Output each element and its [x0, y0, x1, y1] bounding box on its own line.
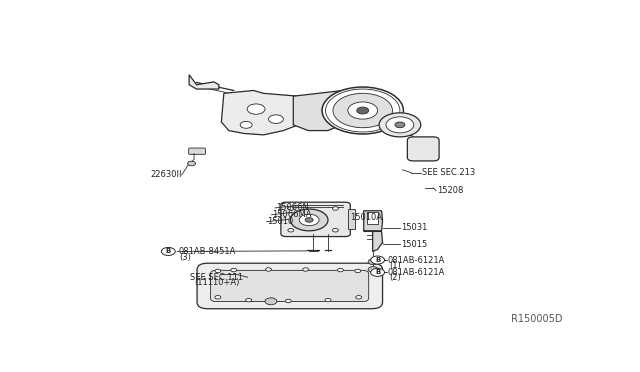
Circle shape [288, 228, 294, 232]
Text: 081AB-8451A: 081AB-8451A [178, 247, 236, 256]
Circle shape [368, 267, 378, 272]
Text: (1): (1) [389, 261, 401, 270]
Text: 22630II: 22630II [150, 170, 182, 179]
Text: R150005D: R150005D [511, 314, 562, 324]
Circle shape [161, 247, 175, 256]
Text: 15010: 15010 [268, 217, 294, 226]
Circle shape [371, 268, 385, 276]
Text: (11110+A): (11110+A) [194, 279, 239, 288]
Polygon shape [367, 212, 378, 224]
Text: 15066MA: 15066MA [273, 210, 312, 219]
Polygon shape [348, 209, 355, 230]
Circle shape [305, 218, 313, 222]
Circle shape [322, 87, 403, 134]
Circle shape [265, 298, 277, 305]
Circle shape [355, 269, 361, 273]
Circle shape [247, 104, 265, 114]
Polygon shape [221, 90, 298, 135]
FancyBboxPatch shape [281, 202, 350, 237]
Circle shape [356, 296, 362, 299]
Polygon shape [293, 90, 350, 131]
Circle shape [303, 268, 308, 271]
Text: B: B [375, 257, 380, 263]
Circle shape [215, 296, 221, 299]
Circle shape [246, 298, 252, 302]
Text: (2): (2) [389, 273, 401, 282]
Circle shape [269, 115, 284, 124]
FancyBboxPatch shape [211, 270, 369, 302]
Polygon shape [364, 231, 383, 251]
FancyBboxPatch shape [408, 137, 439, 161]
Circle shape [356, 107, 369, 114]
Circle shape [300, 214, 319, 226]
Text: 15066N: 15066N [276, 203, 308, 212]
Circle shape [332, 207, 339, 210]
Circle shape [325, 298, 331, 302]
Circle shape [231, 268, 237, 272]
Circle shape [240, 121, 252, 128]
Text: 081AB-6121A: 081AB-6121A [388, 256, 445, 264]
Circle shape [371, 256, 385, 264]
Circle shape [395, 122, 405, 128]
FancyBboxPatch shape [189, 148, 205, 154]
Text: 15015: 15015 [401, 240, 428, 249]
Text: 15031: 15031 [401, 224, 428, 232]
Circle shape [332, 228, 339, 232]
Circle shape [386, 117, 414, 133]
Circle shape [333, 93, 392, 128]
Circle shape [368, 259, 378, 264]
Circle shape [288, 207, 294, 210]
Text: 15010A: 15010A [350, 214, 382, 222]
Text: B: B [375, 269, 380, 275]
Circle shape [188, 161, 196, 166]
FancyBboxPatch shape [197, 263, 383, 309]
Circle shape [337, 268, 344, 272]
Circle shape [379, 113, 420, 137]
Text: SEE SEC.213: SEE SEC.213 [422, 168, 476, 177]
Text: 15208: 15208 [437, 186, 463, 195]
Text: (3): (3) [180, 253, 191, 262]
Circle shape [215, 269, 221, 273]
Text: SEE SEC.111: SEE SEC.111 [190, 273, 243, 282]
Text: 081AB-6121A: 081AB-6121A [388, 268, 445, 277]
Circle shape [291, 209, 328, 231]
Circle shape [348, 102, 378, 119]
Polygon shape [189, 75, 219, 89]
Circle shape [285, 299, 291, 303]
Polygon shape [364, 211, 383, 231]
Circle shape [266, 268, 271, 271]
Text: B: B [166, 248, 171, 254]
